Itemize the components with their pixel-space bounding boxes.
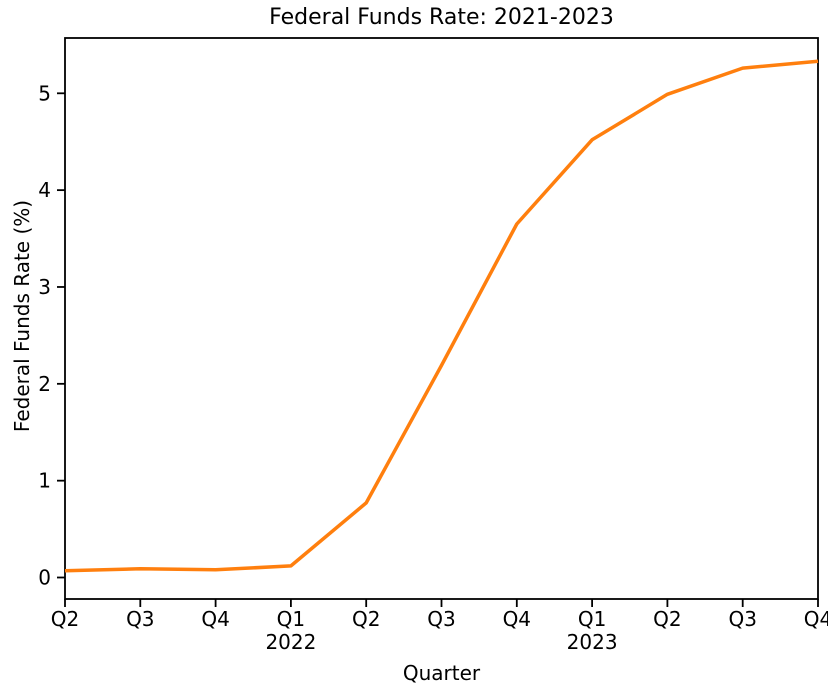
y-tick-label: 1 [38, 469, 51, 493]
x-axis-title: Quarter [402, 661, 481, 684]
x-tick-label: Q4 [201, 607, 229, 631]
plot-frame [64, 37, 819, 600]
x-tick-label: Q2 [653, 607, 681, 631]
x-tick-label: Q1 [578, 607, 606, 631]
y-tick-label: 3 [38, 275, 51, 299]
x-tick-label: Q2 [51, 607, 79, 631]
x-tick-label: Q3 [728, 607, 756, 631]
chart-title: Federal Funds Rate: 2021-2023 [269, 5, 614, 30]
y-tick-label: 4 [38, 178, 51, 202]
x-tick-label: Q4 [804, 607, 828, 631]
y-tick-label: 5 [38, 81, 51, 105]
y-tick-label: 0 [38, 566, 51, 590]
x-tick-label: Q3 [427, 607, 455, 631]
x-tick-label: Q1 [277, 607, 305, 631]
y-tick-label: 2 [38, 372, 51, 396]
x-tick-label: Q2 [352, 607, 380, 631]
x-tick-label: Q3 [126, 607, 154, 631]
x-tick-label: 2022 [265, 630, 316, 654]
x-tick-label: 2023 [567, 630, 618, 654]
data-line [64, 59, 819, 573]
x-tick-label: Q4 [503, 607, 531, 631]
